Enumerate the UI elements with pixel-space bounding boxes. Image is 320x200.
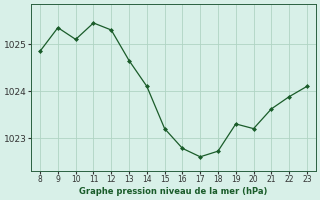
X-axis label: Graphe pression niveau de la mer (hPa): Graphe pression niveau de la mer (hPa) [79, 187, 268, 196]
